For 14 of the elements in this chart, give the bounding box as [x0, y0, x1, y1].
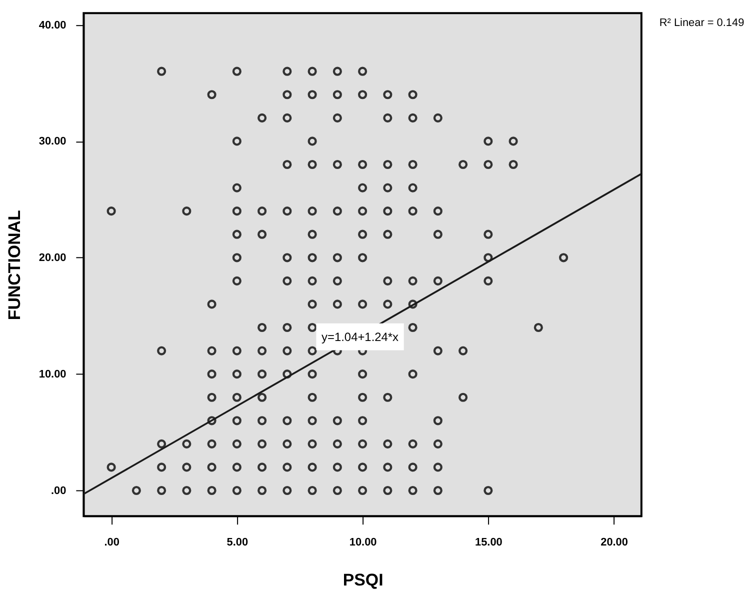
x-axis-title: PSQI [342, 570, 384, 590]
y-tick-label: .00 [51, 484, 66, 497]
x-tick-label: 5.00 [226, 536, 248, 549]
annotation: y=1.04+1.24*x [322, 330, 399, 344]
x-tick-label: 15.00 [474, 536, 502, 549]
y-axis-title: FUNCTIONAL [4, 210, 24, 320]
x-tick-label: .00 [104, 536, 120, 549]
y-tick-label: 30.00 [38, 136, 66, 148]
y-tick-label: 40.00 [38, 19, 66, 32]
x-tick-label: 20.00 [600, 536, 628, 549]
y-tick-label: 20.00 [38, 252, 66, 264]
text: R² Linear = 0.149 [659, 17, 744, 30]
y-tick-label: 10.00 [38, 368, 66, 381]
x-tick-label: 10.00 [349, 536, 377, 549]
